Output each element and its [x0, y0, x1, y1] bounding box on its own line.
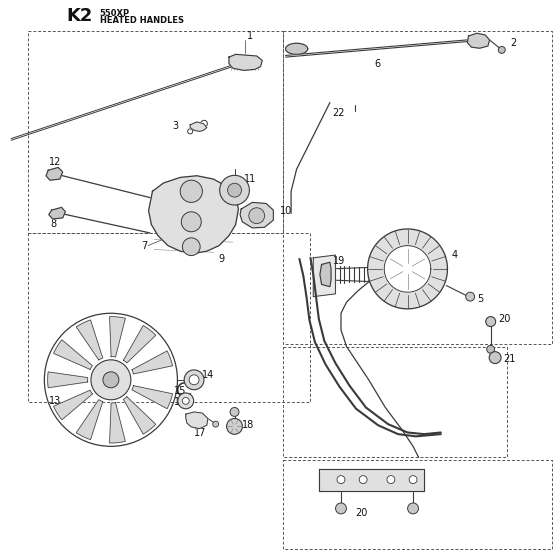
Text: 15: 15: [174, 386, 186, 396]
Text: 16: 16: [174, 397, 186, 407]
Circle shape: [230, 408, 239, 417]
Polygon shape: [286, 43, 308, 54]
Text: 20: 20: [355, 508, 367, 518]
Polygon shape: [190, 122, 207, 132]
Polygon shape: [229, 54, 262, 71]
Circle shape: [409, 475, 417, 484]
Circle shape: [183, 238, 200, 255]
Circle shape: [178, 393, 194, 409]
Text: 2: 2: [510, 38, 516, 48]
Circle shape: [486, 316, 496, 326]
Circle shape: [466, 292, 475, 301]
Circle shape: [249, 208, 265, 223]
Text: 7: 7: [141, 241, 148, 251]
Circle shape: [180, 180, 202, 202]
Circle shape: [220, 175, 249, 205]
Text: 21: 21: [503, 354, 516, 364]
Polygon shape: [110, 316, 125, 357]
Circle shape: [103, 372, 119, 388]
Text: 3: 3: [172, 121, 178, 131]
Polygon shape: [320, 262, 331, 287]
Polygon shape: [76, 320, 102, 360]
Polygon shape: [110, 403, 125, 443]
Polygon shape: [76, 400, 102, 440]
Text: 4: 4: [452, 250, 458, 260]
Polygon shape: [48, 372, 88, 388]
Text: 8: 8: [50, 219, 56, 229]
Polygon shape: [54, 340, 92, 370]
Text: 18: 18: [242, 420, 255, 430]
Text: 22: 22: [333, 108, 345, 118]
Circle shape: [337, 475, 345, 484]
Circle shape: [498, 46, 505, 53]
Polygon shape: [240, 202, 273, 228]
Polygon shape: [186, 412, 208, 428]
Text: 20: 20: [498, 314, 510, 324]
Circle shape: [489, 352, 501, 363]
Polygon shape: [132, 386, 172, 409]
Text: 14: 14: [202, 370, 214, 380]
Circle shape: [181, 212, 201, 232]
Circle shape: [184, 370, 204, 390]
Circle shape: [182, 398, 189, 404]
Text: K2: K2: [67, 7, 93, 25]
Circle shape: [359, 475, 367, 484]
Circle shape: [227, 418, 242, 435]
Text: 1: 1: [247, 31, 253, 41]
Polygon shape: [367, 229, 447, 309]
Circle shape: [213, 421, 218, 427]
Circle shape: [335, 503, 347, 514]
Polygon shape: [123, 396, 156, 434]
Polygon shape: [54, 390, 92, 420]
Text: 550XP: 550XP: [100, 10, 130, 18]
Circle shape: [189, 375, 199, 385]
Circle shape: [408, 503, 418, 514]
Polygon shape: [319, 469, 424, 491]
Text: HEATED HANDLES: HEATED HANDLES: [100, 16, 184, 25]
Text: 6: 6: [374, 59, 380, 69]
Text: 17: 17: [194, 428, 207, 438]
Polygon shape: [384, 246, 431, 292]
Text: 12: 12: [49, 157, 61, 167]
Circle shape: [91, 360, 131, 400]
Polygon shape: [132, 351, 172, 374]
Polygon shape: [46, 167, 63, 180]
Polygon shape: [148, 176, 239, 253]
Text: 11: 11: [244, 174, 256, 184]
Polygon shape: [468, 33, 489, 48]
Polygon shape: [313, 255, 335, 297]
Text: 9: 9: [218, 254, 224, 264]
Text: 13: 13: [49, 396, 61, 406]
Text: 10: 10: [280, 206, 292, 216]
Circle shape: [387, 475, 395, 484]
Circle shape: [227, 183, 241, 197]
Polygon shape: [123, 325, 156, 363]
Polygon shape: [49, 207, 66, 219]
Circle shape: [487, 346, 494, 353]
Text: 19: 19: [333, 256, 345, 266]
Text: 5: 5: [477, 295, 483, 305]
